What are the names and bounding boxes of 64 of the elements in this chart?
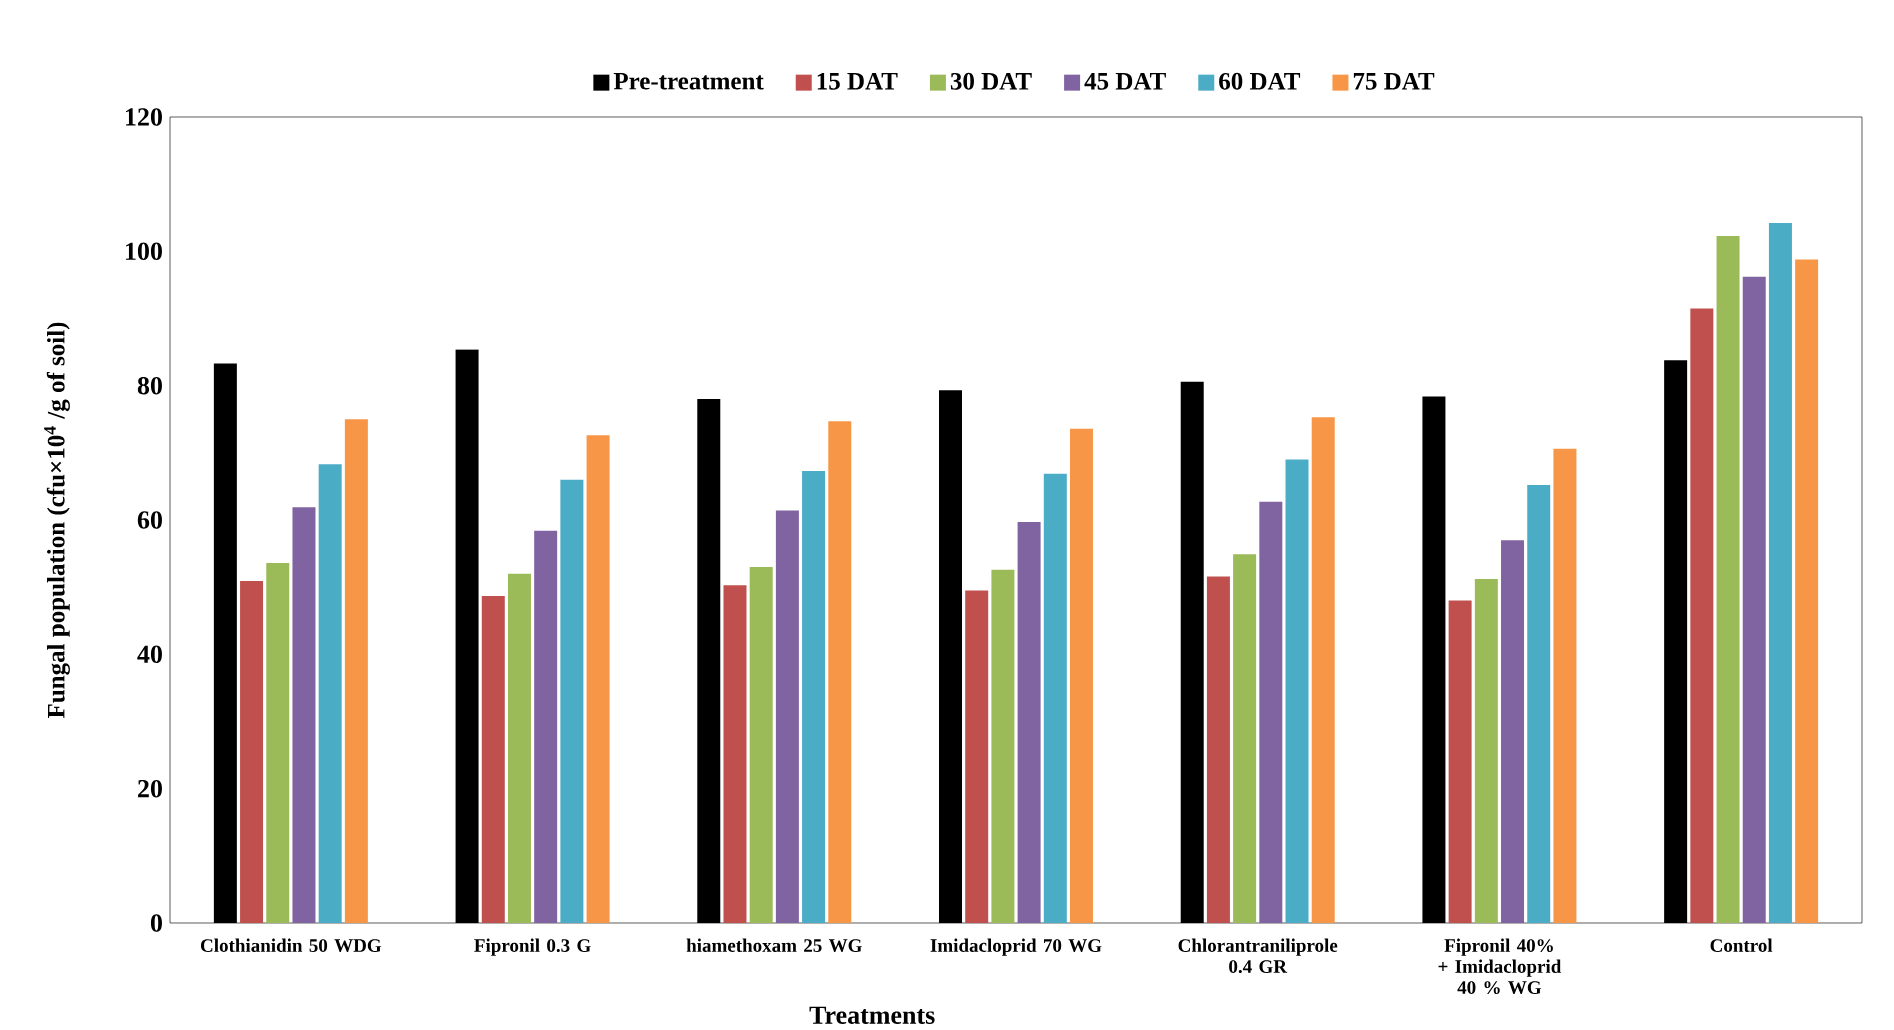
bar [266,562,290,923]
bar [213,363,237,923]
bar [1311,417,1335,923]
y-axis-title: Fungal population (cfu×10$^{4}$ /g of soil) [44,322,70,719]
legend-label: 60 DAT [1219,72,1301,90]
bar [828,421,852,923]
bar [318,464,342,923]
bar [560,479,584,923]
bar [939,390,962,923]
legend-label: 30 DAT [950,72,1032,90]
bar [991,569,1015,923]
bar [344,419,368,923]
bar [1206,576,1230,923]
legend-label: 75 DAT [1353,72,1435,90]
bar [1233,554,1257,923]
x-tick-label: Imidacloprid 70 WG [930,938,1102,956]
bar [292,507,316,923]
bar [1742,276,1766,923]
bar [1690,308,1714,923]
x-tick-label: Clothianidin 50 WDG [201,938,382,953]
y-tick-label: 60 [137,511,162,529]
bar [723,585,747,923]
x-tick-label: hiamethoxam 25 WG [686,938,862,953]
bar [1527,485,1551,923]
x-tick-label: Chlorantraniliprole 0.4 GR [1178,938,1338,974]
bar [1768,223,1792,923]
bar [1259,501,1283,923]
bar [1017,522,1041,923]
bar [1474,579,1498,923]
bar [1716,235,1740,923]
bar [534,530,558,923]
bar [1285,459,1309,923]
x-tick-label: Fipronil 0.3 G [474,938,591,956]
y-tick-label: 40 [137,645,162,664]
legend-label: 45 DAT [1084,72,1166,90]
bar [1664,360,1688,923]
bar [1180,381,1204,923]
y-tick-label: 100 [126,242,162,261]
bar [697,399,721,923]
bar [749,567,773,923]
bar [1448,600,1472,923]
x-tick-label: Control [1710,938,1773,952]
bar [965,590,989,923]
bar [1795,259,1819,923]
x-axis-title: Treatments [809,1006,935,1024]
bar [507,573,531,923]
bar [240,581,264,923]
legend-label: Pre-treatment [613,72,764,90]
bar [775,510,799,923]
bar [481,595,505,923]
y-tick-label: 20 [138,779,162,798]
bar [1070,428,1093,923]
bar [1422,396,1446,923]
bar [455,349,479,923]
y-tick-label: 80 [137,376,162,395]
bar [1553,448,1577,923]
bar [1501,540,1525,923]
bar [802,470,826,923]
y-tick-label: 120 [126,108,162,126]
x-tick-label: Fipronil 40% + Imidacloprid 40 % WG [1438,938,1562,995]
legend-label: 15 DAT [817,72,898,90]
y-tick-label: 0 [150,914,162,932]
bar [1043,473,1067,923]
bar [586,435,610,923]
